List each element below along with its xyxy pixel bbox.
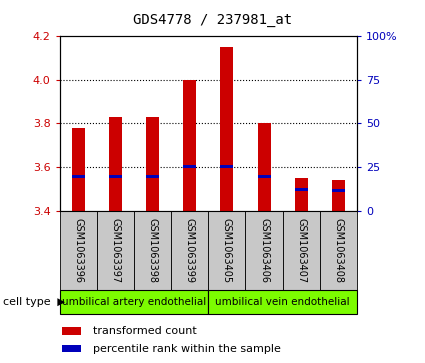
Bar (258, 123, 271, 211)
Text: GSM1063408: GSM1063408 (333, 218, 343, 283)
Text: GSM1063399: GSM1063399 (184, 218, 195, 283)
Bar (295, 178, 308, 211)
Text: umbilical artery endothelial: umbilical artery endothelial (62, 297, 206, 307)
Bar (208, 290, 357, 314)
Bar (146, 175, 159, 178)
Text: transformed count: transformed count (93, 326, 197, 336)
Bar (134, 211, 171, 290)
Bar (109, 175, 122, 178)
Text: umbilical vein endothelial: umbilical vein endothelial (215, 297, 350, 307)
Text: GSM1063406: GSM1063406 (259, 218, 269, 283)
Bar (60, 211, 96, 290)
Bar (283, 211, 320, 290)
Bar (96, 211, 134, 290)
Bar (71, 175, 85, 178)
Bar (332, 189, 345, 192)
Text: GSM1063396: GSM1063396 (73, 218, 83, 283)
Text: GDS4778 / 237981_at: GDS4778 / 237981_at (133, 13, 292, 27)
Text: percentile rank within the sample: percentile rank within the sample (93, 343, 281, 354)
Bar (320, 211, 357, 290)
Bar (183, 80, 196, 211)
Bar (146, 117, 159, 211)
Bar (258, 175, 271, 178)
Text: GSM1063397: GSM1063397 (110, 218, 120, 283)
Text: GSM1063405: GSM1063405 (222, 218, 232, 283)
Text: cell type: cell type (3, 297, 51, 307)
Bar (109, 117, 122, 211)
Bar (332, 180, 345, 211)
Bar (171, 211, 208, 290)
Bar (62, 327, 81, 335)
Bar (71, 128, 85, 211)
Bar (245, 211, 283, 290)
Bar (183, 166, 196, 168)
Text: GSM1063398: GSM1063398 (147, 218, 158, 283)
Bar (220, 47, 233, 211)
Bar (208, 211, 245, 290)
Bar (295, 188, 308, 191)
Bar (62, 344, 81, 352)
Text: GSM1063407: GSM1063407 (296, 218, 306, 283)
Bar (220, 166, 233, 168)
Bar (60, 290, 208, 314)
